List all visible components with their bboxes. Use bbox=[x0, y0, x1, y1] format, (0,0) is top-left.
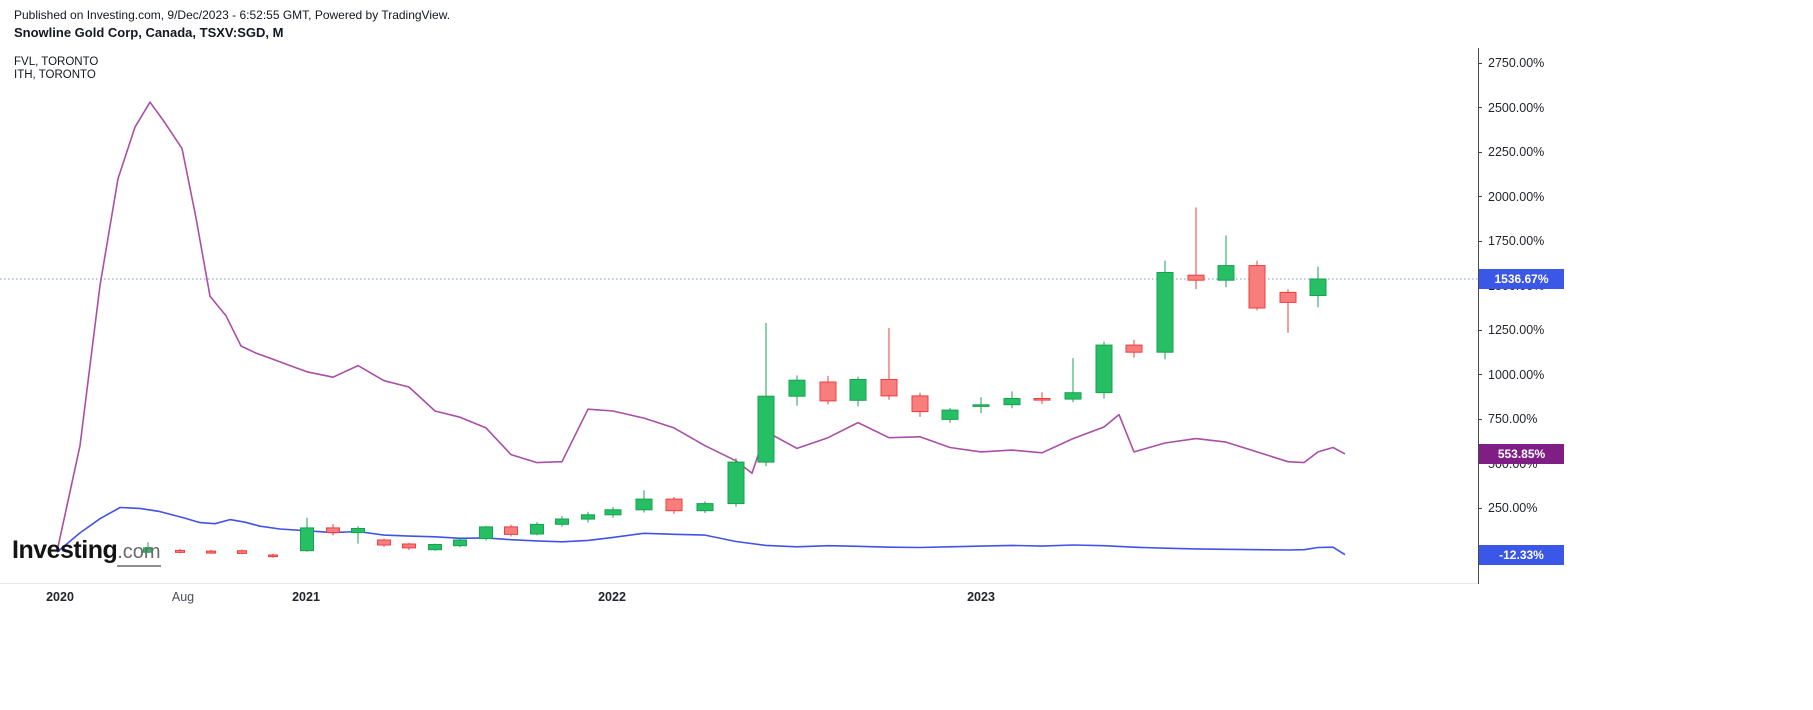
x-axis-label: 2022 bbox=[598, 590, 626, 604]
tick-dash bbox=[1478, 151, 1482, 153]
candle bbox=[206, 550, 216, 554]
candle bbox=[300, 527, 314, 552]
candle bbox=[530, 523, 544, 535]
legend-item-fvl: FVL, TORONTO bbox=[14, 56, 99, 68]
y-axis-tick: 2500.00% bbox=[1478, 101, 1544, 115]
tick-dash bbox=[1478, 418, 1482, 420]
candle bbox=[911, 395, 929, 413]
x-axis-label: Aug bbox=[171, 590, 195, 604]
compare-line-fvl bbox=[56, 101, 1346, 552]
candle bbox=[972, 404, 990, 407]
y-axis-label: 2750.00% bbox=[1488, 56, 1545, 70]
investing-logo: Investing .com bbox=[12, 536, 161, 567]
candle bbox=[604, 509, 622, 516]
y-axis-label: 750.00% bbox=[1488, 412, 1538, 426]
tick-dash bbox=[1478, 329, 1482, 331]
y-axis-label: 2250.00% bbox=[1488, 145, 1545, 159]
candle bbox=[351, 528, 365, 534]
candle bbox=[1033, 398, 1051, 401]
candle bbox=[453, 539, 467, 547]
y-axis-tick: 1500.00% bbox=[1478, 279, 1544, 293]
candle bbox=[1309, 278, 1327, 296]
y-axis-label: 1250.00% bbox=[1488, 323, 1545, 337]
y-axis[interactable]: 2750.00% 2500.00% 2250.00% 2000.00% 1750.00%… bbox=[1478, 0, 1588, 710]
candle bbox=[1095, 344, 1113, 394]
legend-item-ith: ITH, TORONTO bbox=[14, 69, 96, 81]
tick-dash bbox=[1478, 62, 1482, 64]
candle bbox=[402, 543, 416, 549]
y-axis-tick: 750.00% bbox=[1478, 412, 1537, 426]
y-axis-label: 1500.00% bbox=[1488, 278, 1545, 293]
candle bbox=[175, 549, 185, 553]
candle bbox=[880, 379, 898, 397]
candle bbox=[237, 550, 247, 554]
y-axis-label: 1000.00% bbox=[1488, 367, 1545, 382]
candle bbox=[1156, 272, 1174, 353]
y-axis-label: 2000.00% bbox=[1488, 189, 1545, 204]
y-axis-tick: 1000.00% bbox=[1478, 368, 1544, 382]
tick-dash bbox=[1478, 107, 1482, 108]
y-axis-tick: 2750.00% bbox=[1478, 56, 1544, 70]
chart-title: Snowline Gold Corp, Canada, TSXV:SGD, M bbox=[14, 25, 284, 40]
y-axis-label: 1750.00% bbox=[1488, 234, 1545, 248]
y-axis-tick: 1750.00% bbox=[1478, 234, 1544, 248]
candle bbox=[1279, 291, 1297, 303]
y-axis-label: 0.00% bbox=[1488, 545, 1524, 560]
y-axis-tick: 0.00% bbox=[1478, 546, 1523, 560]
tick-dash bbox=[1478, 463, 1482, 464]
logo-text-investing: Investing bbox=[12, 536, 118, 564]
chart-legend: FVL, TORONTO ITH, TORONTO bbox=[14, 56, 98, 82]
candle bbox=[581, 514, 595, 520]
candle bbox=[1187, 274, 1205, 281]
candle bbox=[1217, 265, 1235, 281]
tick-dash bbox=[1478, 285, 1482, 286]
candle bbox=[326, 527, 340, 534]
candle bbox=[665, 498, 683, 512]
x-axis[interactable]: 2020 Aug 2021 2022 2023 bbox=[0, 590, 1478, 610]
candle bbox=[819, 381, 837, 402]
tick-dash bbox=[1478, 552, 1482, 553]
candle bbox=[504, 526, 518, 535]
tick-dash bbox=[1478, 507, 1482, 509]
y-axis-label: 2500.00% bbox=[1488, 100, 1545, 115]
y-axis-tick: 1250.00% bbox=[1478, 323, 1544, 337]
candle bbox=[941, 409, 959, 420]
candle bbox=[377, 539, 391, 546]
y-axis-tick: 500.00% bbox=[1478, 457, 1537, 471]
x-axis-label: 2020 bbox=[46, 590, 74, 604]
tick-dash bbox=[1478, 374, 1482, 375]
candle bbox=[143, 547, 153, 553]
x-axis-label: 2021 bbox=[292, 590, 320, 604]
candle bbox=[696, 503, 714, 512]
candle bbox=[1064, 392, 1082, 400]
x-axis-label: 2023 bbox=[967, 590, 995, 604]
logo-text-com: .com bbox=[117, 541, 161, 567]
candle bbox=[268, 554, 278, 558]
candle bbox=[849, 379, 867, 401]
y-axis-tick: 250.00% bbox=[1478, 501, 1537, 515]
y-axis-tick: 2250.00% bbox=[1478, 145, 1544, 159]
candle bbox=[555, 518, 569, 525]
compare-line-ith bbox=[56, 506, 1346, 556]
y-axis-label: 500.00% bbox=[1488, 456, 1538, 471]
candle bbox=[635, 498, 653, 511]
candle bbox=[788, 379, 806, 397]
candle bbox=[428, 544, 442, 551]
candle bbox=[727, 461, 745, 505]
candle bbox=[1125, 344, 1143, 353]
published-info: Published on Investing.com, 9/Dec/2023 -… bbox=[14, 8, 451, 22]
y-axis-tick: 2000.00% bbox=[1478, 190, 1544, 204]
candle bbox=[757, 395, 775, 463]
y-axis-label: 250.00% bbox=[1488, 501, 1538, 515]
candle bbox=[1248, 265, 1266, 309]
tick-dash bbox=[1478, 196, 1482, 197]
candle bbox=[1003, 398, 1021, 406]
candle bbox=[479, 526, 493, 540]
tick-dash bbox=[1478, 240, 1482, 242]
